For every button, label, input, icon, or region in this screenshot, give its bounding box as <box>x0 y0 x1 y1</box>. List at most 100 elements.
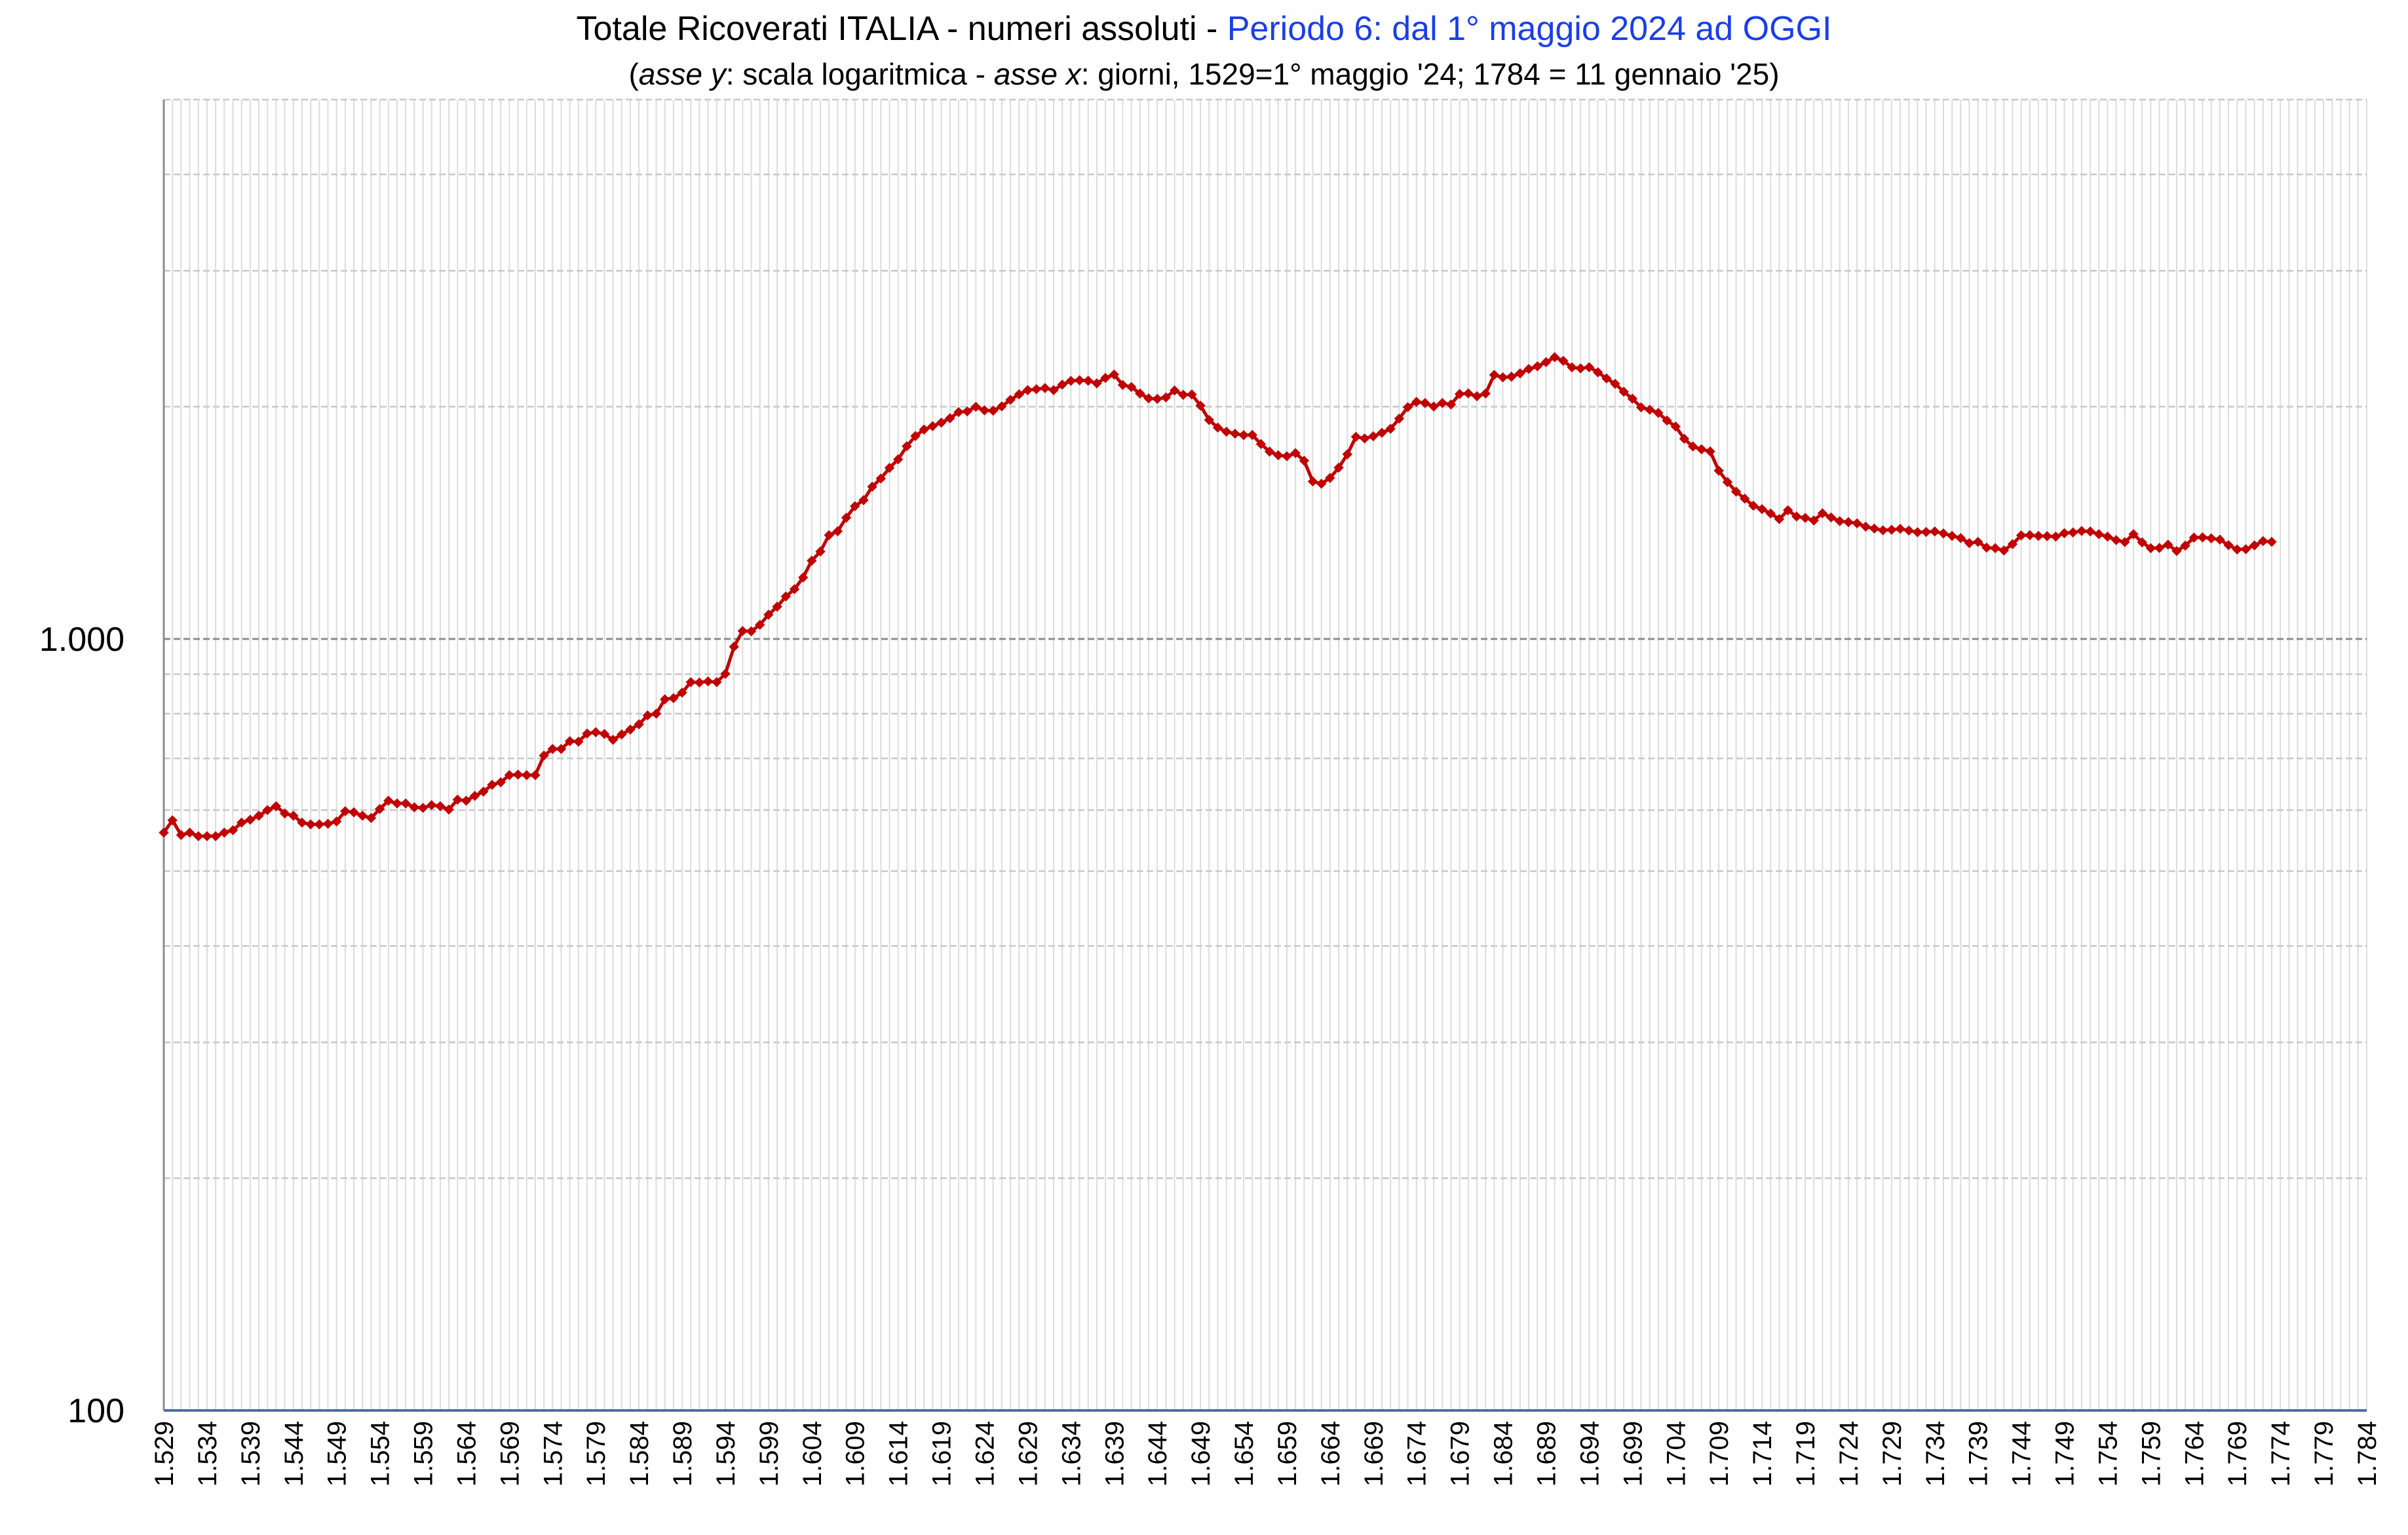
data-point <box>1705 446 1715 457</box>
data-point <box>850 501 860 512</box>
x-tick-label: 1.749 <box>2051 1421 2080 1486</box>
data-point <box>582 728 592 739</box>
data-point <box>1800 513 1810 523</box>
data-point <box>1523 364 1534 374</box>
data-point <box>1627 393 1638 404</box>
data-point <box>2025 530 2035 541</box>
data-point <box>349 807 359 818</box>
data-point <box>184 827 195 838</box>
data-point <box>444 804 454 815</box>
axes <box>162 100 2367 1412</box>
data-point <box>1592 367 1603 378</box>
data-point <box>599 729 610 739</box>
data-point <box>884 463 895 473</box>
data-point <box>590 727 601 737</box>
x-tick-label: 1.724 <box>1835 1421 1863 1486</box>
x-tick-label: 1.704 <box>1662 1421 1691 1486</box>
tick-labels: 100 1.000 1.529 1.534 1.539 1.544 1.549 1.554 1.… <box>39 621 2382 1486</box>
data-point <box>1160 392 1172 403</box>
data-point <box>271 801 282 811</box>
x-tick-label: 1.534 <box>193 1421 222 1486</box>
data-point <box>2188 532 2200 543</box>
data-point <box>1143 393 1154 404</box>
x-tick-label: 1.634 <box>1057 1421 1086 1486</box>
data-point <box>1782 505 1793 516</box>
x-tick-label: 1.654 <box>1230 1421 1259 1486</box>
data-point <box>919 424 929 435</box>
data-point <box>755 619 765 630</box>
data-point <box>1774 514 1785 524</box>
data-point <box>331 816 342 827</box>
y-tick-label: 100 <box>67 1392 124 1430</box>
data-point <box>1264 446 1275 457</box>
data-point <box>2033 530 2044 541</box>
data-point <box>858 495 869 505</box>
data-point <box>461 795 472 806</box>
data-point <box>2076 526 2087 536</box>
data-point <box>1947 530 1957 541</box>
data-point <box>1255 438 1267 450</box>
data-point <box>625 724 636 735</box>
data-point <box>1126 381 1137 393</box>
data-point <box>1092 378 1102 389</box>
data-point <box>159 827 169 838</box>
x-tick-label: 1.784 <box>2353 1421 2382 1486</box>
data-point <box>1454 389 1465 399</box>
data-point <box>1014 389 1024 400</box>
data-point <box>2266 537 2277 547</box>
data-point <box>340 806 351 817</box>
data-point <box>1316 478 1327 489</box>
data-point <box>832 526 843 537</box>
data-point <box>245 814 256 825</box>
x-tick-label: 1.619 <box>928 1421 957 1486</box>
data-point <box>807 555 817 566</box>
data-point <box>1921 526 1932 537</box>
data-point <box>1981 542 1992 553</box>
x-tick-label: 1.649 <box>1187 1421 1215 1486</box>
x-tick-label: 1.709 <box>1705 1421 1734 1486</box>
data-point <box>737 625 748 636</box>
data-point <box>1247 429 1257 440</box>
data-point <box>1074 375 1085 385</box>
data-point <box>1860 521 1871 532</box>
data-point <box>668 693 679 703</box>
x-tick-label: 1.589 <box>668 1421 697 1486</box>
data-point <box>1100 372 1111 383</box>
x-tick-label: 1.644 <box>1143 1421 1172 1486</box>
data-point <box>729 642 739 652</box>
data-point <box>1869 523 1880 534</box>
x-tick-label: 1.529 <box>150 1421 179 1486</box>
data-point <box>564 736 575 747</box>
chart-title: Totale Ricoverati ITALIA - numeri assolu… <box>0 9 2408 49</box>
data-point <box>279 808 290 819</box>
data-point <box>539 750 549 761</box>
x-tick-label: 1.574 <box>539 1421 567 1486</box>
data-point <box>297 817 307 828</box>
data-point <box>970 401 982 412</box>
subtitle-part: : giorni, 1529=1° maggio '24; 1784 = 11 … <box>1080 57 1780 91</box>
data-point <box>2059 528 2070 539</box>
data-point <box>1886 524 1897 535</box>
data-point <box>167 815 178 826</box>
data-point <box>2223 540 2234 551</box>
data-point <box>305 819 316 830</box>
data-point <box>2007 539 2018 549</box>
data-point <box>1532 361 1543 372</box>
data-point <box>1540 357 1552 368</box>
x-tick-label: 1.629 <box>1014 1421 1042 1486</box>
data-point <box>2180 540 2190 551</box>
data-point <box>1463 388 1474 398</box>
data-point <box>469 790 480 801</box>
data-point <box>1437 398 1447 408</box>
data-point <box>2163 539 2173 550</box>
data-point <box>694 677 705 688</box>
data-point <box>712 677 722 688</box>
x-tick-label: 1.759 <box>2137 1421 2166 1486</box>
data-point <box>1238 430 1249 440</box>
data-point <box>1903 525 1914 536</box>
data-point <box>1350 431 1362 442</box>
data-point <box>1445 399 1457 410</box>
data-point <box>1299 456 1310 466</box>
data-point <box>1195 400 1206 411</box>
grid <box>163 98 2367 1410</box>
